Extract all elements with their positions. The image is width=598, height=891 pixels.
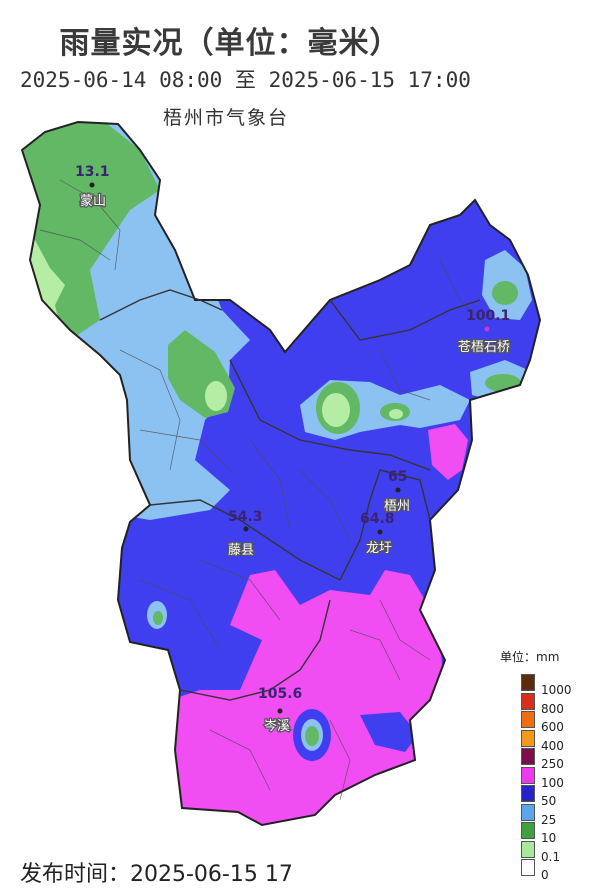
legend-label: 600 — [541, 720, 564, 734]
band-10-south-1 — [305, 726, 319, 746]
band-01-10-mid — [205, 381, 227, 411]
station-wuzhou: 65 梧州 — [383, 469, 412, 515]
station-value: 64.8 — [360, 511, 395, 527]
legend-swatch — [521, 748, 535, 765]
band-01-center-2 — [389, 409, 403, 419]
legend-label: 400 — [541, 738, 564, 753]
station-name: 藤县 — [228, 543, 254, 558]
station-value: 54.3 — [228, 509, 263, 525]
station-value: 13.1 — [75, 164, 110, 180]
legend-swatch — [521, 840, 535, 858]
band-10-west-blob — [153, 611, 163, 625]
legend-swatch — [521, 692, 535, 710]
county-boundaries — [99, 289, 481, 701]
legend-label: 1000 — [541, 683, 572, 697]
band-50-south-2 — [360, 712, 418, 752]
station-longxu: 64.8 龙圩 — [360, 511, 395, 557]
legend-swatch — [521, 822, 535, 839]
station-cangwu-shiqiao: 100.1 苍梧石桥 — [457, 308, 512, 356]
station-dot — [377, 529, 383, 535]
station-name: 岑溪 — [264, 719, 290, 734]
legend-swatch — [521, 859, 535, 876]
legend-swatch — [521, 729, 535, 747]
release-time: 发布时间：2025-06-15 17 — [20, 862, 293, 887]
band-01-center — [322, 393, 350, 427]
legend-title: 单位：mm — [500, 650, 560, 664]
band-100-south — [170, 570, 445, 825]
legend-label: 800 — [541, 701, 564, 716]
station-name: 龙圩 — [366, 541, 392, 556]
legend-label: 50 — [541, 794, 557, 808]
station-dot — [484, 326, 490, 332]
station-dot — [395, 487, 401, 493]
station-tengxian: 54.3 藤县 — [227, 509, 263, 559]
legend-label: 100 — [541, 775, 564, 790]
legend-label: 25 — [541, 812, 557, 827]
band-10-east — [492, 281, 518, 305]
band-100-east — [428, 424, 468, 480]
legend-label: 0 — [541, 868, 549, 882]
legend-swatch — [521, 785, 535, 802]
station-name: 梧州 — [384, 499, 410, 514]
time-period: 2025-06-14 08:00 至 2025-06-15 17:00 — [20, 68, 471, 92]
legend-label: 250 — [541, 757, 564, 771]
station-mengshan: 13.1 蒙山 — [75, 164, 110, 210]
station-dot — [277, 708, 283, 714]
legend-swatch — [521, 803, 535, 821]
issuer: 梧州市气象台 — [163, 107, 290, 129]
station-value: 100.1 — [466, 308, 510, 324]
legend-swatch — [521, 711, 535, 728]
station-value: 105.6 — [258, 686, 302, 702]
map-title: 雨量实况（单位：毫米） — [59, 26, 401, 61]
legend-label: 10 — [541, 831, 557, 845]
station-cenxi: 105.6 岑溪 — [258, 686, 302, 735]
station-name: 苍梧石桥 — [458, 340, 510, 355]
legend-label: 0.1 — [541, 849, 561, 864]
legend-swatch — [521, 766, 535, 784]
station-name: 蒙山 — [80, 194, 106, 209]
rainfall-bands — [22, 122, 540, 825]
legend-swatch — [521, 674, 535, 691]
station-dot — [89, 182, 95, 188]
station-value: 65 — [388, 469, 407, 485]
station-dot — [243, 526, 249, 532]
township-boundaries — [39, 179, 491, 801]
